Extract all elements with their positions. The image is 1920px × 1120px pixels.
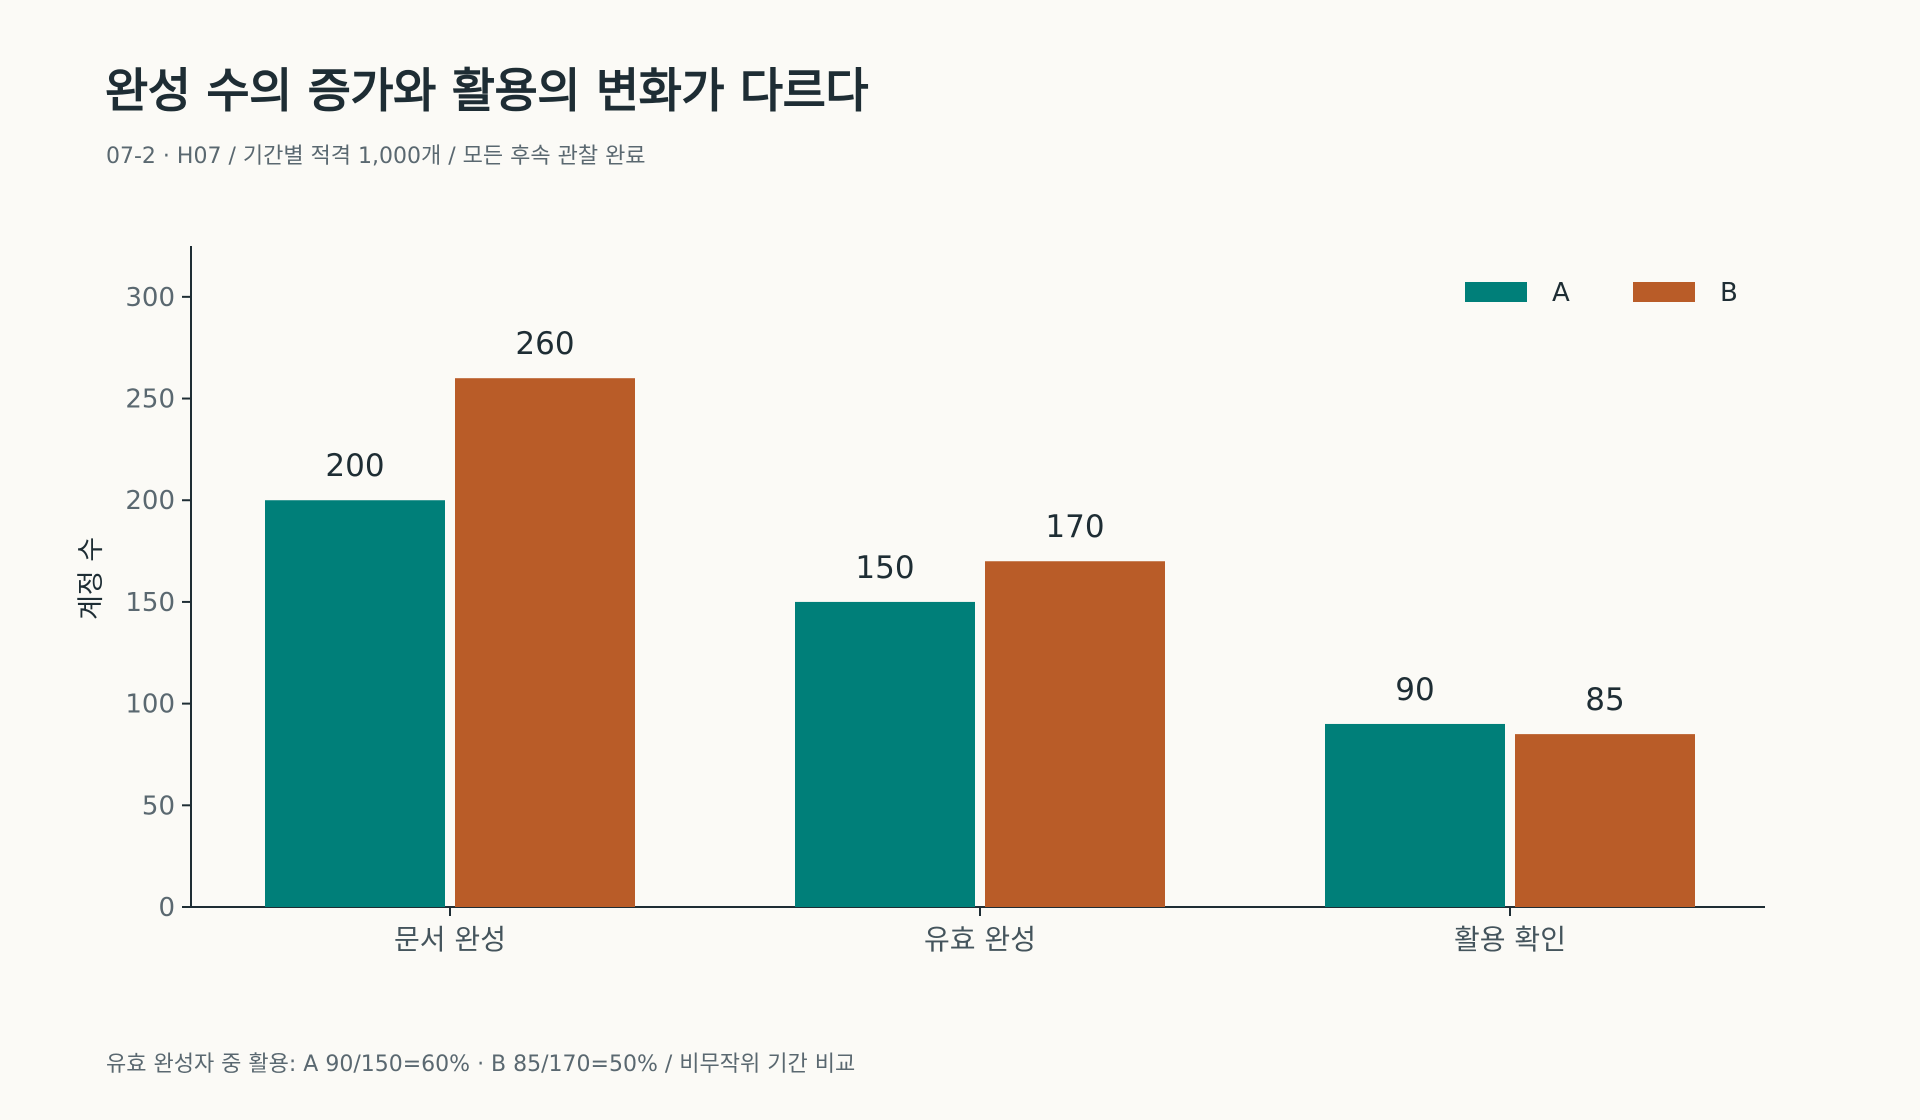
chart-subtitle: 07-2 · H07 / 기간별 적격 1,000개 / 모든 후속 관찰 완료: [106, 144, 646, 169]
legend-label-a: A: [1552, 278, 1570, 308]
x-tick-label: 유효 완성: [924, 923, 1036, 956]
y-tick-label: 200: [125, 486, 175, 516]
legend-label-b: B: [1720, 278, 1738, 308]
bar-a: [265, 500, 445, 907]
data-label-a: 150: [855, 550, 914, 586]
legend-swatch-b: [1633, 282, 1695, 302]
x-tick-label: 활용 확인: [1454, 923, 1566, 956]
data-label-b: 170: [1045, 509, 1104, 545]
bar-a: [795, 601, 975, 907]
bar-b: [1515, 734, 1695, 907]
y-axis-title: 계정 수: [76, 537, 107, 620]
x-tick-label: 문서 완성: [394, 923, 506, 956]
y-tick-label: 0: [158, 893, 175, 923]
y-tick-label: 50: [142, 791, 175, 821]
data-label-b: 260: [515, 326, 574, 362]
chart-title: 완성 수의 증가와 활용의 변화가 다르다: [105, 64, 869, 119]
legend-swatch-a: [1465, 282, 1527, 302]
data-label-a: 90: [1395, 672, 1434, 708]
data-label-a: 200: [325, 448, 384, 484]
chart-footnote: 유효 완성자 중 활용: A 90/150=60% · B 85/170=50%…: [106, 1052, 856, 1077]
y-tick-label: 100: [125, 690, 175, 720]
data-label-b: 85: [1585, 682, 1624, 718]
y-tick-label: 250: [125, 385, 175, 415]
bar-a: [1325, 723, 1505, 907]
y-tick-label: 300: [125, 283, 175, 313]
bar-b: [985, 561, 1165, 907]
bar-b: [455, 378, 635, 907]
y-tick-label: 150: [125, 588, 175, 618]
